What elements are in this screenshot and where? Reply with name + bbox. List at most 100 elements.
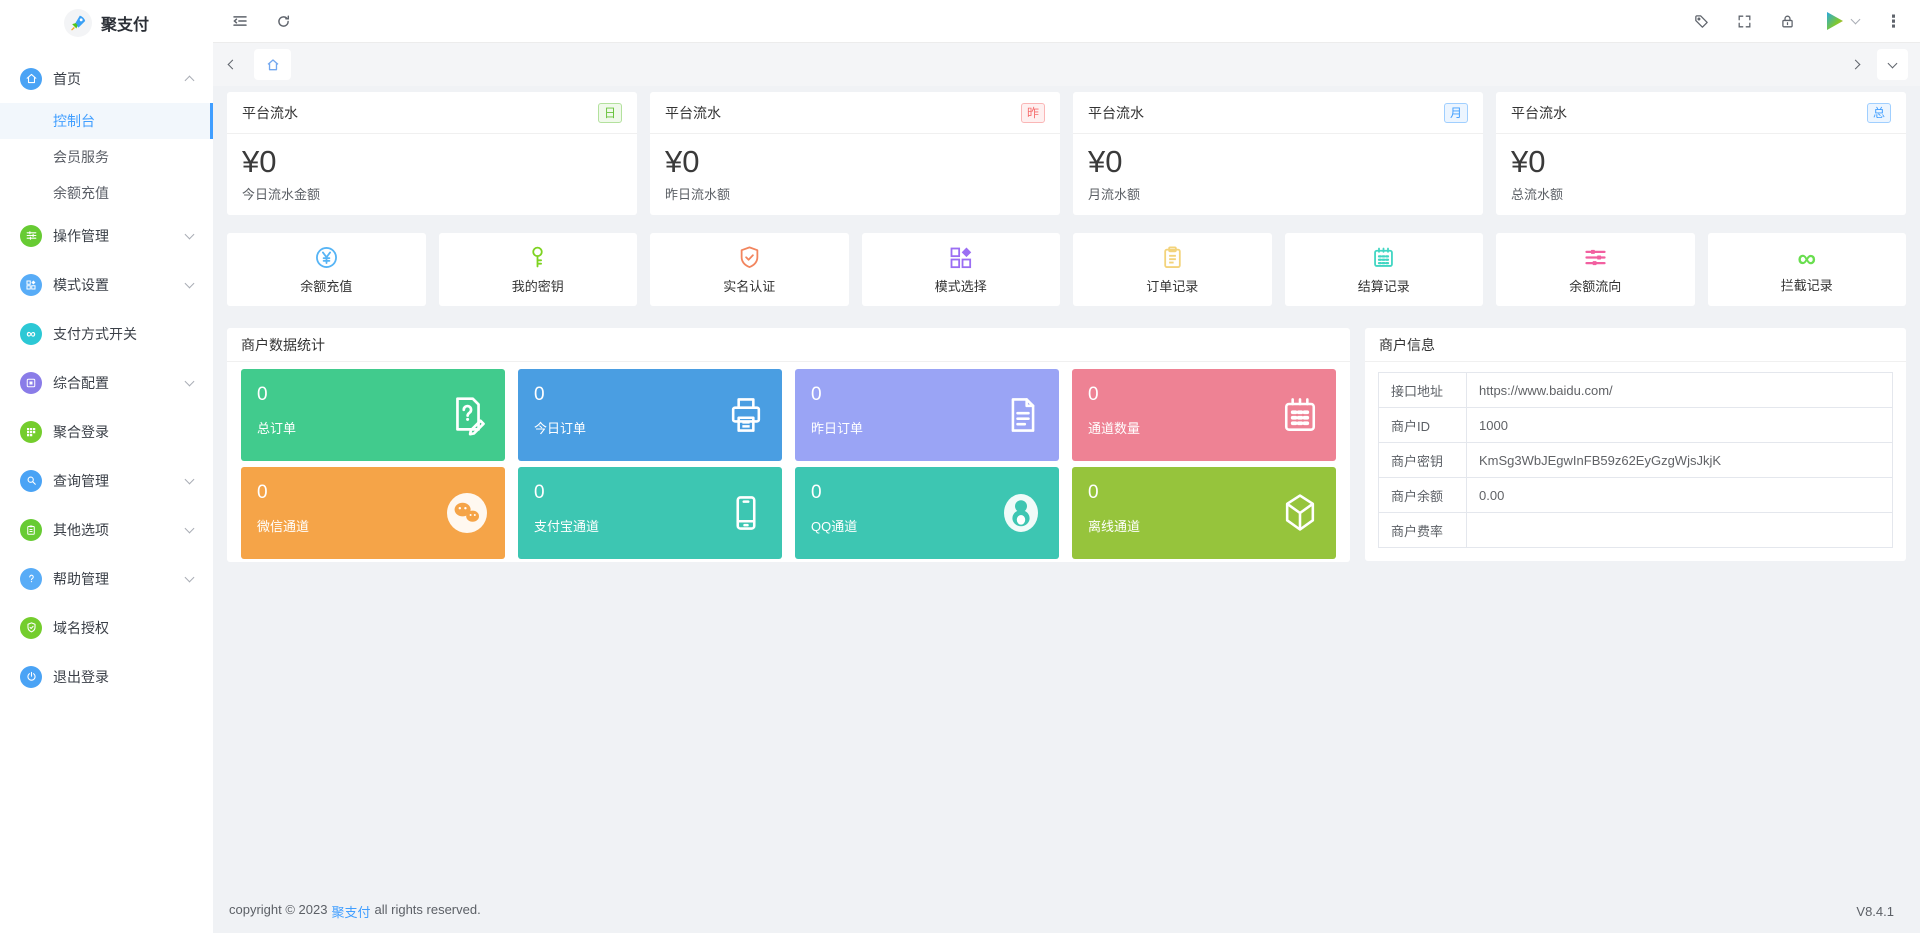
power-icon — [20, 665, 42, 688]
aggregate-grid-icon — [20, 420, 42, 443]
mcard-label: 支付宝通道 — [534, 519, 600, 534]
chevron-down-icon — [184, 572, 195, 582]
shortcut-label: 我的密钥 — [511, 279, 564, 294]
sidebar-item-label: 操作管理 — [53, 227, 109, 244]
collapse-sidebar-icon[interactable] — [231, 12, 249, 30]
mcard-label: 微信通道 — [257, 519, 310, 534]
mode-grid-icon — [20, 273, 42, 296]
footer-brand-link[interactable]: 聚支付 — [331, 904, 371, 920]
stat-card-total: 平台流水 总 ¥0 总流水额 — [1496, 92, 1906, 215]
day-badge: 日 — [597, 102, 622, 123]
mcard-label: 离线通道 — [1088, 519, 1141, 534]
sidebar-item-label: 聚合登录 — [53, 423, 109, 440]
phone-icon — [724, 491, 768, 535]
shortcut-mode-select[interactable]: 模式选择 — [861, 233, 1060, 306]
refresh-icon[interactable] — [275, 13, 292, 30]
sidebar-item-other-options[interactable]: 其他选项 — [0, 505, 213, 554]
top-header: ⋮ — [213, 0, 1920, 43]
sidebar-item-query[interactable]: 查询管理 — [0, 456, 213, 505]
clipboard-icon — [1164, 246, 1181, 268]
chevron-down-icon — [184, 474, 195, 484]
sidebar-subitem-balance-recharge[interactable]: 余额充值 — [53, 185, 109, 201]
month-badge: 月 — [1443, 102, 1468, 123]
doc-edit-icon — [445, 392, 491, 438]
mcard-value: 0 — [534, 482, 545, 503]
sidebar-item-operation[interactable]: 操作管理 — [0, 211, 213, 260]
merchant-stats-grid: 0 总订单 0 今日订单 0 — [227, 362, 1350, 562]
sidebar-item-home[interactable]: 首页 — [0, 54, 213, 103]
mcard-value: 0 — [811, 384, 822, 405]
stat-card-title: 平台流水 — [665, 104, 721, 121]
mcard-wechat-channel: 0 微信通道 — [241, 467, 505, 559]
info-value: https://www.baidu.com/ — [1466, 372, 1893, 408]
calendar-icon — [1374, 247, 1394, 267]
sidebar-item-label: 域名授权 — [53, 619, 109, 636]
page-footer: copyright © 2023 聚支付 all rights reserved… — [227, 889, 1906, 933]
dashboard-content: 平台流水 日 ¥0 今日流水金额 平台流水 昨 ¥0 昨日流水额 平台流水 月 — [213, 86, 1920, 933]
sidebar-item-logout[interactable]: 退出登录 — [0, 652, 213, 701]
tag-icon[interactable] — [1693, 13, 1710, 30]
help-icon — [20, 567, 42, 590]
info-value: 1000 — [1466, 407, 1893, 443]
merchant-info-panel: 商户信息 接口地址 https://www.baidu.com/ 商户ID 10… — [1365, 328, 1906, 561]
sidebar-item-mode-settings[interactable]: 模式设置 — [0, 260, 213, 309]
infinity-icon: ∞ — [20, 322, 42, 345]
sidebar-subitem-member-service[interactable]: 会员服务 — [53, 149, 109, 165]
tab-home[interactable] — [254, 49, 291, 80]
mcard-today-orders: 0 今日订单 — [518, 369, 782, 461]
sidebar-item-label: 首页 — [53, 70, 81, 87]
stat-card-value: ¥0 — [1511, 144, 1546, 179]
shortcut-my-key[interactable]: 我的密钥 — [438, 233, 637, 306]
mcard-offline-channel: 0 离线通道 — [1072, 467, 1336, 559]
kebab-menu-icon[interactable]: ⋮ — [1885, 11, 1902, 31]
sidebar-item-label: 其他选项 — [53, 521, 109, 538]
merchant-info-table: 接口地址 https://www.baidu.com/ 商户ID 1000 商户… — [1378, 372, 1893, 548]
mcard-value: 0 — [811, 482, 822, 503]
sidebar-item-payment-switch[interactable]: ∞ 支付方式开关 — [0, 309, 213, 358]
shortcut-real-name-auth[interactable]: 实名认证 — [650, 233, 849, 306]
shortcut-label: 余额流向 — [1569, 279, 1622, 294]
yesterday-badge: 昨 — [1020, 102, 1045, 123]
sliders-icon — [20, 224, 42, 247]
rocket-icon — [63, 9, 92, 37]
tabs-scroll-right[interactable] — [1848, 57, 1863, 72]
shortcut-balance-flow[interactable]: 余额流向 — [1496, 233, 1695, 306]
sidebar-item-aggregate-login[interactable]: 聚合登录 — [0, 407, 213, 456]
shortcut-label: 拦截记录 — [1780, 277, 1833, 293]
user-menu[interactable] — [1822, 9, 1861, 33]
sidebar-item-general-config[interactable]: 综合配置 — [0, 358, 213, 407]
sidebar-subitem-console[interactable]: 控制台 — [0, 103, 213, 139]
table-row: 接口地址 https://www.baidu.com/ — [1378, 372, 1893, 408]
cube-icon — [1278, 491, 1322, 535]
mcard-value: 0 — [534, 384, 545, 405]
sidebar-nav: 首页 控制台 会员服务 余额充值 操作管理 模式设置 ∞ 支付方式开关 — [0, 46, 213, 701]
caret-down-icon — [1850, 14, 1861, 25]
sidebar-item-help[interactable]: 帮助管理 — [0, 554, 213, 603]
stat-card-label: 总流水额 — [1511, 187, 1564, 202]
info-label: 商户费率 — [1378, 512, 1467, 548]
stat-card-value: ¥0 — [665, 144, 700, 179]
sidebar-item-domain-auth[interactable]: 域名授权 — [0, 603, 213, 652]
shortcut-balance-recharge[interactable]: 余额充值 — [227, 233, 426, 306]
sidebar: 聚支付 首页 控制台 会员服务 余额充值 操作管理 模式设置 — [0, 0, 213, 933]
table-row: 商户ID 1000 — [1378, 407, 1893, 443]
app-logo: 聚支付 — [0, 0, 213, 46]
shortcut-label: 余额充值 — [300, 279, 353, 294]
shortcut-order-records[interactable]: 订单记录 — [1073, 233, 1272, 306]
mcard-value: 0 — [257, 482, 268, 503]
shortcut-label: 模式选择 — [934, 279, 987, 294]
version-label: V8.4.1 — [1856, 903, 1894, 919]
tabs-dropdown-button[interactable] — [1877, 49, 1908, 80]
tabs-scroll-left[interactable] — [225, 57, 240, 72]
fullscreen-icon[interactable] — [1736, 13, 1753, 30]
sidebar-item-label: 退出登录 — [53, 668, 109, 685]
copyright-prefix: copyright © 2023 — [229, 901, 328, 917]
sidebar-item-label: 查询管理 — [53, 472, 109, 489]
lock-icon[interactable] — [1779, 13, 1796, 30]
shield-check-icon — [740, 246, 759, 268]
info-value: 0.00 — [1466, 477, 1893, 513]
mcard-channel-count: 0 通道数量 — [1072, 369, 1336, 461]
mcard-label: 总订单 — [257, 421, 297, 436]
shortcut-intercept-records[interactable]: ∞ 拦截记录 — [1707, 233, 1906, 306]
shortcut-settlement-records[interactable]: 结算记录 — [1284, 233, 1483, 306]
